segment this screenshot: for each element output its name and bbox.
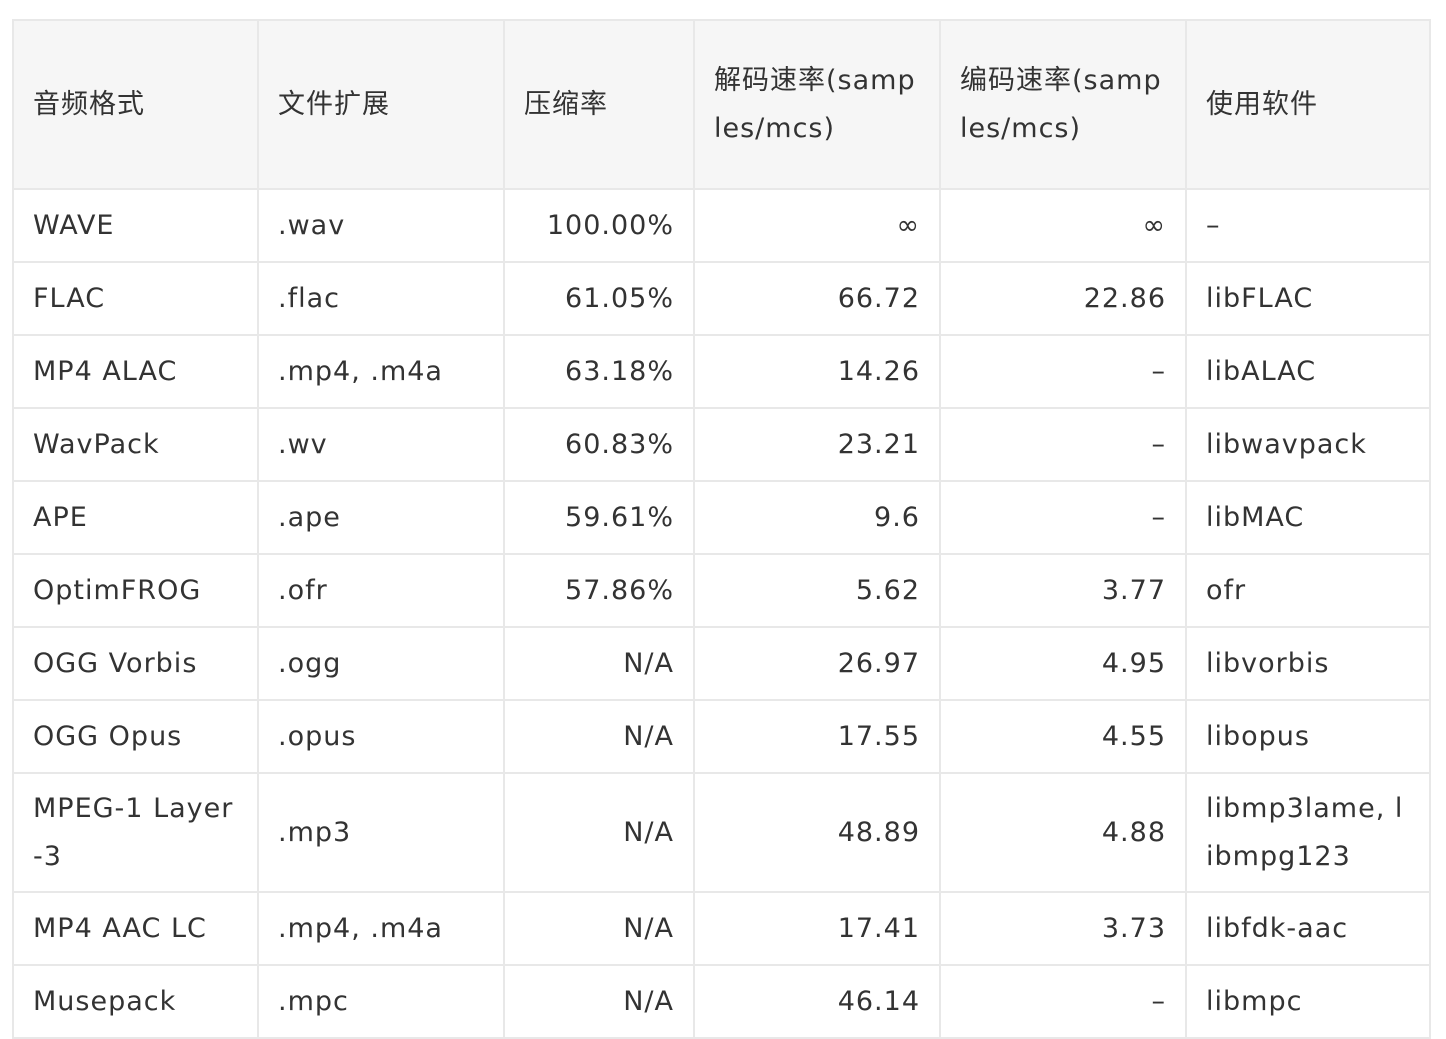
- header-software: 使用软件: [1185, 19, 1431, 190]
- cell-encode: ∞: [939, 188, 1187, 263]
- cell-decode: ∞: [693, 188, 941, 263]
- cell-software: libmp3lame, libmpg123: [1185, 772, 1431, 893]
- cell-extension: .mp4, .m4a: [257, 334, 505, 409]
- cell-extension: .ofr: [257, 553, 505, 628]
- cell-software: ofr: [1185, 553, 1431, 628]
- cell-encode: –: [939, 480, 1187, 555]
- table-row: OGG Opus .opus N/A 17.55 4.55 libopus: [12, 699, 1431, 774]
- cell-software: libwavpack: [1185, 407, 1431, 482]
- cell-encode: 3.73: [939, 891, 1187, 966]
- table-row: Musepack .mpc N/A 46.14 – libmpc: [12, 964, 1431, 1039]
- cell-compression: N/A: [503, 626, 695, 701]
- table-row: OptimFROG .ofr 57.86% 5.62 3.77 ofr: [12, 553, 1431, 628]
- cell-encode: 22.86: [939, 261, 1187, 336]
- cell-extension: .wv: [257, 407, 505, 482]
- cell-decode: 66.72: [693, 261, 941, 336]
- cell-encode: –: [939, 334, 1187, 409]
- cell-format: OGG Vorbis: [12, 626, 259, 701]
- cell-decode: 17.55: [693, 699, 941, 774]
- cell-format: OGG Opus: [12, 699, 259, 774]
- cell-compression: 60.83%: [503, 407, 695, 482]
- cell-compression: 100.00%: [503, 188, 695, 263]
- table-header-row: 音频格式 文件扩展 压缩率 解码速率(samples/mcs) 编码速率(sam…: [12, 19, 1431, 190]
- cell-encode: 3.77: [939, 553, 1187, 628]
- cell-software: libMAC: [1185, 480, 1431, 555]
- table-row: MPEG-1 Layer-3 .mp3 N/A 48.89 4.88 libmp…: [12, 772, 1431, 893]
- cell-compression: N/A: [503, 891, 695, 966]
- cell-software: libALAC: [1185, 334, 1431, 409]
- cell-extension: .mp3: [257, 772, 505, 893]
- cell-decode: 23.21: [693, 407, 941, 482]
- cell-decode: 46.14: [693, 964, 941, 1039]
- cell-software: libvorbis: [1185, 626, 1431, 701]
- cell-software: libopus: [1185, 699, 1431, 774]
- cell-decode: 14.26: [693, 334, 941, 409]
- cell-extension: .flac: [257, 261, 505, 336]
- format-comparison-table: 音频格式 文件扩展 压缩率 解码速率(samples/mcs) 编码速率(sam…: [12, 19, 1431, 1039]
- cell-extension: .opus: [257, 699, 505, 774]
- cell-format: APE: [12, 480, 259, 555]
- cell-format: MPEG-1 Layer-3: [12, 772, 259, 893]
- cell-format: WavPack: [12, 407, 259, 482]
- cell-format: MP4 ALAC: [12, 334, 259, 409]
- cell-compression: 59.61%: [503, 480, 695, 555]
- cell-encode: 4.95: [939, 626, 1187, 701]
- cell-extension: .wav: [257, 188, 505, 263]
- cell-extension: .ape: [257, 480, 505, 555]
- cell-format: FLAC: [12, 261, 259, 336]
- format-comparison-table-container: 音频格式 文件扩展 压缩率 解码速率(samples/mcs) 编码速率(sam…: [12, 19, 1431, 1039]
- cell-decode: 9.6: [693, 480, 941, 555]
- cell-extension: .mp4, .m4a: [257, 891, 505, 966]
- cell-software: libFLAC: [1185, 261, 1431, 336]
- table-row: OGG Vorbis .ogg N/A 26.97 4.95 libvorbis: [12, 626, 1431, 701]
- header-audio-format: 音频格式: [12, 19, 259, 190]
- table-row: MP4 AAC LC .mp4, .m4a N/A 17.41 3.73 lib…: [12, 891, 1431, 966]
- cell-extension: .ogg: [257, 626, 505, 701]
- cell-encode: –: [939, 407, 1187, 482]
- cell-extension: .mpc: [257, 964, 505, 1039]
- table-row: MP4 ALAC .mp4, .m4a 63.18% 14.26 – libAL…: [12, 334, 1431, 409]
- cell-software: libmpc: [1185, 964, 1431, 1039]
- header-file-extension: 文件扩展: [257, 19, 505, 190]
- table-row: WavPack .wv 60.83% 23.21 – libwavpack: [12, 407, 1431, 482]
- cell-decode: 17.41: [693, 891, 941, 966]
- cell-compression: N/A: [503, 964, 695, 1039]
- cell-software: –: [1185, 188, 1431, 263]
- table-row: FLAC .flac 61.05% 66.72 22.86 libFLAC: [12, 261, 1431, 336]
- cell-format: OptimFROG: [12, 553, 259, 628]
- table-row: APE .ape 59.61% 9.6 – libMAC: [12, 480, 1431, 555]
- cell-decode: 26.97: [693, 626, 941, 701]
- cell-format: MP4 AAC LC: [12, 891, 259, 966]
- cell-compression: N/A: [503, 772, 695, 893]
- header-encode-speed: 编码速率(samples/mcs): [939, 19, 1187, 190]
- table-row: WAVE .wav 100.00% ∞ ∞ –: [12, 188, 1431, 263]
- cell-compression: 61.05%: [503, 261, 695, 336]
- cell-software: libfdk-aac: [1185, 891, 1431, 966]
- cell-encode: 4.55: [939, 699, 1187, 774]
- cell-format: Musepack: [12, 964, 259, 1039]
- header-compression-ratio: 压缩率: [503, 19, 695, 190]
- cell-encode: 4.88: [939, 772, 1187, 893]
- cell-compression: 57.86%: [503, 553, 695, 628]
- cell-decode: 48.89: [693, 772, 941, 893]
- header-decode-speed: 解码速率(samples/mcs): [693, 19, 941, 190]
- cell-decode: 5.62: [693, 553, 941, 628]
- cell-compression: 63.18%: [503, 334, 695, 409]
- cell-compression: N/A: [503, 699, 695, 774]
- cell-format: WAVE: [12, 188, 259, 263]
- cell-encode: –: [939, 964, 1187, 1039]
